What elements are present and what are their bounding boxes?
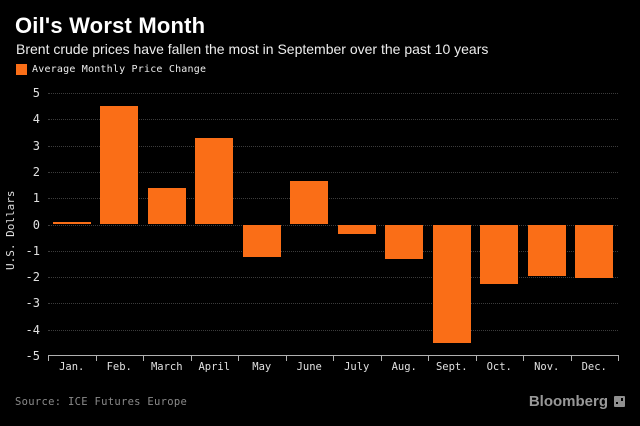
legend: Average Monthly Price Change <box>16 64 206 75</box>
bar-march <box>147 187 186 225</box>
source-note: Source: ICE Futures Europe <box>15 396 188 408</box>
y-tick-label-1: 1 <box>32 191 40 206</box>
x-tick-label-july: July <box>344 361 370 373</box>
y-tick-label-0: 0 <box>32 217 40 232</box>
y-tick-label--4: -4 <box>25 322 40 337</box>
x-axis-tick <box>95 355 97 361</box>
bloomberg-mark-icon <box>614 396 625 407</box>
bloomberg-logo: Bloomberg <box>529 393 625 410</box>
bar-nov <box>527 224 566 276</box>
x-tick-label-aug: Aug. <box>391 361 417 373</box>
x-axis-tick <box>190 355 192 361</box>
y-tick-label-5: 5 <box>32 86 40 100</box>
x-axis-tick <box>475 355 477 361</box>
bar-april <box>195 137 234 225</box>
x-tick-label-may: May <box>252 361 272 373</box>
gridline-y-5 <box>48 93 618 94</box>
bar-may <box>242 224 281 258</box>
y-tick-label-2: 2 <box>32 164 40 179</box>
bar-sept <box>432 224 471 343</box>
x-axis-tick <box>570 355 572 361</box>
bar-feb <box>100 106 139 225</box>
gridline-y--4 <box>48 329 618 331</box>
gridline-y--2 <box>48 277 618 279</box>
bar-dec <box>575 224 614 279</box>
x-tick-label-march: March <box>150 361 183 373</box>
x-tick-label-dec: Dec. <box>581 361 607 373</box>
bar-jan <box>52 221 91 225</box>
y-tick-label--2: -2 <box>25 270 40 285</box>
x-axis-tick <box>143 355 144 361</box>
gridline-y-3 <box>48 145 618 147</box>
y-tick-label--5: -5 <box>25 349 40 363</box>
y-tick-label-4: 4 <box>32 112 40 127</box>
chart-title: Oil's Worst Month <box>15 13 206 38</box>
gridline-y-1 <box>48 198 618 200</box>
x-axis-tick <box>428 355 429 361</box>
x-tick-label-june: June <box>296 361 322 373</box>
gridline-y--3 <box>48 303 618 305</box>
y-tick-label-3: 3 <box>32 138 40 153</box>
gridline-y-0 <box>48 224 618 226</box>
x-axis-tick <box>380 355 382 361</box>
bloomberg-wordmark: Bloomberg <box>528 393 608 410</box>
legend-swatch-icon <box>16 64 27 75</box>
x-axis-tick <box>333 355 334 361</box>
x-tick-label-jan: Jan. <box>59 361 85 373</box>
x-tick-label-nov: Nov. <box>534 361 560 373</box>
x-axis-tick <box>285 355 287 361</box>
bar-july <box>337 224 376 234</box>
bar-oct <box>480 224 519 284</box>
x-tick-label-feb: Feb. <box>106 361 132 373</box>
chart-subtitle: Brent crude prices have fallen the most … <box>16 41 489 57</box>
gridline-y-4 <box>48 119 618 121</box>
x-axis-tick <box>238 355 239 361</box>
x-axis-tick <box>523 355 524 361</box>
x-axis-tick <box>48 355 49 361</box>
bar-june <box>290 181 329 225</box>
x-tick-label-sept: Sept. <box>435 361 468 373</box>
plot-area: Jan. Feb. March April May June July Aug. Sept. Oc… <box>48 93 619 373</box>
x-axis-tick <box>618 355 619 361</box>
gridline-y-2 <box>48 171 618 173</box>
y-tick-label--3: -3 <box>25 296 40 311</box>
y-tick-label--1: -1 <box>25 243 40 258</box>
bar-aug <box>385 224 424 259</box>
legend-label: Average Monthly Price Change <box>32 64 207 75</box>
x-tick-label-oct: Oct. <box>486 361 512 373</box>
gridline-y--1 <box>48 250 618 252</box>
x-tick-label-april: April <box>198 361 231 373</box>
